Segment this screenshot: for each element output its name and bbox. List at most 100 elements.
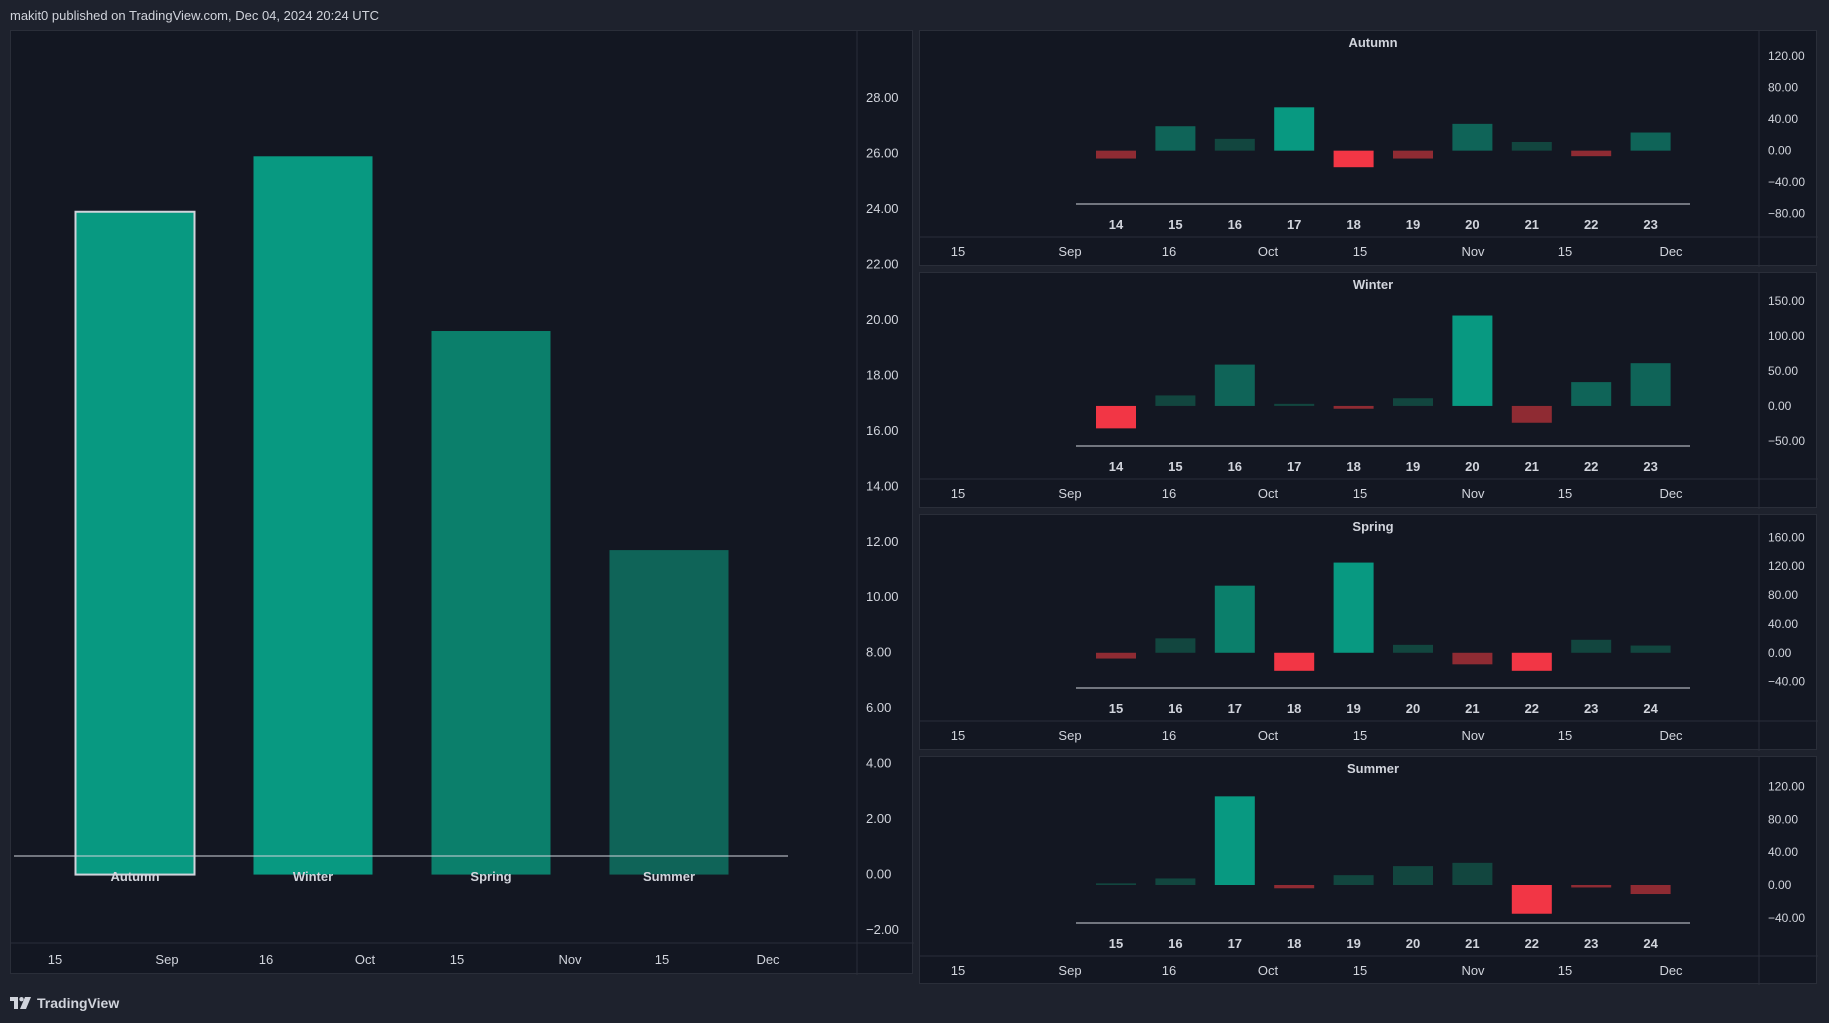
bar-spring-17[interactable] <box>1214 585 1255 653</box>
bar-spring-20[interactable] <box>1393 644 1433 653</box>
time-axis-label: Oct <box>1258 728 1279 743</box>
time-axis-label: 15 <box>1558 244 1572 259</box>
bar-main-autumn[interactable] <box>74 210 196 876</box>
y-tick-label: 0.00 <box>1768 646 1792 660</box>
autumn-chart-pane[interactable]: Autumn 120.00 80.00 40.00 0.00 −40.00 −80.00 14… <box>919 30 1818 267</box>
bar-spring-22[interactable] <box>1511 652 1552 671</box>
bar-autumn-18[interactable] <box>1333 150 1374 168</box>
bar-winter-21[interactable] <box>1511 405 1552 423</box>
bar-spring-18[interactable] <box>1274 652 1315 671</box>
bar-spring-21[interactable] <box>1452 652 1493 665</box>
bar-winter-20[interactable] <box>1452 315 1493 406</box>
bar-spring-23[interactable] <box>1571 639 1612 653</box>
chart-title: Spring <box>1352 519 1393 534</box>
footer-brand-text: TradingView <box>37 995 120 1011</box>
bar-autumn-19[interactable] <box>1393 150 1433 159</box>
time-axis-label: Dec <box>1659 728 1683 743</box>
main-chart-pane[interactable]: 28.00 26.00 24.00 22.00 20.00 18.00 16.00 14.00… <box>10 30 914 975</box>
category-label: 20 <box>1465 217 1479 232</box>
bar-summer-17[interactable] <box>1214 796 1255 885</box>
bar-main-winter[interactable] <box>253 156 373 875</box>
time-axis-label: 15 <box>1353 244 1367 259</box>
category-label: 15 <box>1168 459 1182 474</box>
bar-winter-22[interactable] <box>1571 382 1612 406</box>
summer-chart-pane[interactable]: Summer 120.00 80.00 40.00 0.00 −40.00 15 16 17 18… <box>919 756 1818 985</box>
bar-autumn-21[interactable] <box>1511 141 1552 151</box>
time-axis-label: 16 <box>259 952 273 967</box>
time-axis-label: Dec <box>1659 244 1683 259</box>
bar-summer-19[interactable] <box>1333 875 1374 885</box>
time-axis-label: Sep <box>155 952 178 967</box>
category-label: 15 <box>1109 701 1123 716</box>
time-axis-label: Nov <box>1461 728 1485 743</box>
bar-summer-23[interactable] <box>1571 885 1612 888</box>
time-axis-label: 15 <box>951 486 965 501</box>
bar-summer-21[interactable] <box>1452 862 1493 885</box>
bar-autumn-22[interactable] <box>1571 150 1612 157</box>
time-axis-label: 15 <box>1558 486 1572 501</box>
bar-autumn-17[interactable] <box>1274 107 1315 151</box>
category-label: 17 <box>1228 936 1242 951</box>
y-tick-label: 80.00 <box>1768 812 1798 826</box>
y-tick-label: 16.00 <box>866 423 899 438</box>
y-tick-label: 0.00 <box>1768 144 1792 158</box>
y-tick-label: 24.00 <box>866 201 899 216</box>
bar-winter-18[interactable] <box>1333 405 1374 409</box>
chart-title: Summer <box>1347 761 1399 776</box>
bar-main-summer[interactable] <box>609 550 729 875</box>
tradingview-logo[interactable]: TradingView <box>10 995 119 1011</box>
bar-winter-16[interactable] <box>1214 364 1255 406</box>
y-tick-label: 0.00 <box>1768 399 1792 413</box>
category-label: 20 <box>1465 459 1479 474</box>
winter-chart-pane[interactable]: Winter 150.00 100.00 50.00 0.00 −50.00 14 15 16 1… <box>919 272 1818 509</box>
category-label: Winter <box>293 869 333 884</box>
time-axis-label: Sep <box>1058 728 1081 743</box>
y-tick-label: 14.00 <box>866 478 899 493</box>
bar-spring-24[interactable] <box>1630 645 1671 653</box>
bar-main-spring[interactable] <box>431 331 551 875</box>
y-tick-label: −40.00 <box>1768 911 1805 925</box>
bar-spring-19[interactable] <box>1333 562 1374 653</box>
category-label: 18 <box>1287 701 1301 716</box>
bar-winter-19[interactable] <box>1393 398 1433 406</box>
y-tick-label: 26.00 <box>866 146 899 161</box>
bar-summer-24[interactable] <box>1630 885 1671 895</box>
category-label: 23 <box>1584 701 1598 716</box>
category-label: 16 <box>1228 459 1242 474</box>
y-tick-label: 40.00 <box>1768 845 1798 859</box>
bar-autumn-14[interactable] <box>1096 150 1136 159</box>
time-axis-label: 15 <box>951 728 965 743</box>
y-tick-label: −40.00 <box>1768 175 1805 189</box>
category-label: 14 <box>1109 459 1124 474</box>
bar-spring-15[interactable] <box>1096 652 1136 659</box>
time-axis-label: Nov <box>1461 244 1485 259</box>
bar-autumn-16[interactable] <box>1214 138 1255 151</box>
y-tick-label: 160.00 <box>1768 530 1805 544</box>
time-axis-label: 15 <box>1558 963 1572 978</box>
y-tick-label: −50.00 <box>1768 434 1805 448</box>
bar-autumn-23[interactable] <box>1630 132 1671 151</box>
chart-title: Winter <box>1353 277 1393 292</box>
time-axis-label: Nov <box>558 952 582 967</box>
bar-autumn-15[interactable] <box>1155 126 1196 151</box>
category-label: Summer <box>643 869 695 884</box>
bar-winter-17[interactable] <box>1274 403 1315 406</box>
chart-title: Autumn <box>1348 35 1397 50</box>
spring-chart-pane[interactable]: Spring 160.00 120.00 80.00 40.00 0.00 −40.00 15… <box>919 514 1818 751</box>
time-axis-label: Sep <box>1058 244 1081 259</box>
bar-autumn-20[interactable] <box>1452 123 1493 151</box>
category-label: 20 <box>1406 701 1420 716</box>
bar-winter-23[interactable] <box>1630 363 1671 406</box>
bar-spring-16[interactable] <box>1155 638 1196 653</box>
bar-summer-18[interactable] <box>1274 885 1315 889</box>
time-axis-label: Sep <box>1058 963 1081 978</box>
time-axis-label: Oct <box>1258 963 1279 978</box>
bar-winter-15[interactable] <box>1155 395 1196 406</box>
bar-summer-22[interactable] <box>1511 885 1552 914</box>
bar-summer-15[interactable] <box>1096 883 1136 885</box>
category-label: 17 <box>1287 459 1301 474</box>
time-axis-label: Sep <box>1058 486 1081 501</box>
bar-summer-16[interactable] <box>1155 878 1196 885</box>
bar-summer-20[interactable] <box>1393 866 1433 885</box>
bar-winter-14[interactable] <box>1096 405 1136 429</box>
